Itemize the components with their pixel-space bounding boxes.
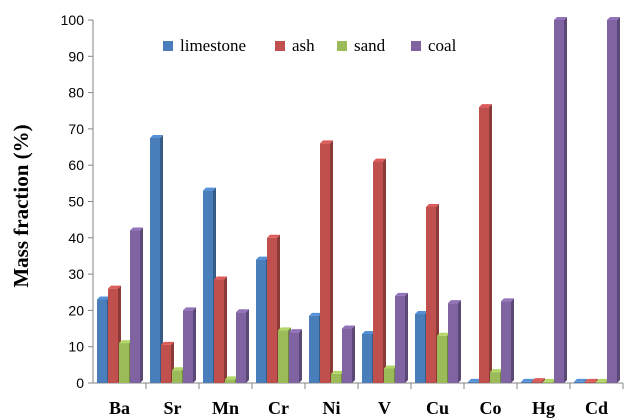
y-tick-label: 30: [68, 266, 84, 282]
bar: [501, 298, 514, 383]
legend-swatch: [337, 41, 347, 51]
legend-label: sand: [354, 36, 386, 55]
bar: [448, 300, 461, 383]
bar: [373, 158, 386, 383]
legend-swatch: [275, 41, 285, 51]
bar: [532, 378, 545, 383]
bar: [214, 276, 227, 383]
bar: [236, 309, 249, 383]
x-tick-label: Cd: [585, 398, 608, 418]
y-tick-label: 100: [61, 12, 85, 28]
x-tick-label: Cr: [268, 398, 289, 418]
bar: [554, 17, 567, 383]
bar: [479, 104, 492, 384]
x-tick-label: Ba: [109, 398, 130, 418]
legend-label: limestone: [180, 36, 246, 55]
x-tick-label: Mn: [212, 398, 239, 418]
x-tick-label: Co: [480, 398, 502, 418]
y-tick-label: 10: [68, 339, 84, 355]
y-tick-label: 20: [68, 302, 84, 318]
bar: [342, 325, 355, 383]
x-tick-label: Ni: [323, 398, 341, 418]
legend: limestone ash sand coal: [163, 36, 457, 55]
bar: [574, 378, 587, 383]
plot-area: 0 10 20 30 40 50 60 70 80 90 100 Ba Sr Mn Cr Ni V Cu Co Hg C…: [61, 12, 624, 418]
bar: [150, 134, 163, 383]
y-tick-label: 0: [76, 375, 84, 391]
legend-swatch: [411, 41, 421, 51]
legend-label: coal: [428, 36, 457, 55]
bar: [289, 329, 302, 383]
y-tick-label: 50: [68, 194, 84, 210]
bar: [585, 378, 598, 383]
x-tick-label: Hg: [532, 398, 555, 418]
x-tick-label: V: [378, 398, 391, 418]
y-tick-label: 40: [68, 230, 84, 246]
bar: [395, 292, 408, 383]
legend-label: ash: [292, 36, 315, 55]
y-tick-label: 90: [68, 48, 84, 64]
x-tick-label: Sr: [164, 398, 182, 418]
y-tick-label: 70: [68, 121, 84, 137]
x-tick-label: Cu: [426, 398, 449, 418]
bar: [183, 307, 196, 383]
y-tick-label: 60: [68, 157, 84, 173]
bar: [607, 17, 620, 383]
y-tick-label: 80: [68, 85, 84, 101]
bar: [320, 140, 333, 383]
y-axis-label: Mass fraction (%): [9, 124, 33, 287]
legend-swatch: [163, 41, 173, 51]
bar: [130, 227, 143, 383]
